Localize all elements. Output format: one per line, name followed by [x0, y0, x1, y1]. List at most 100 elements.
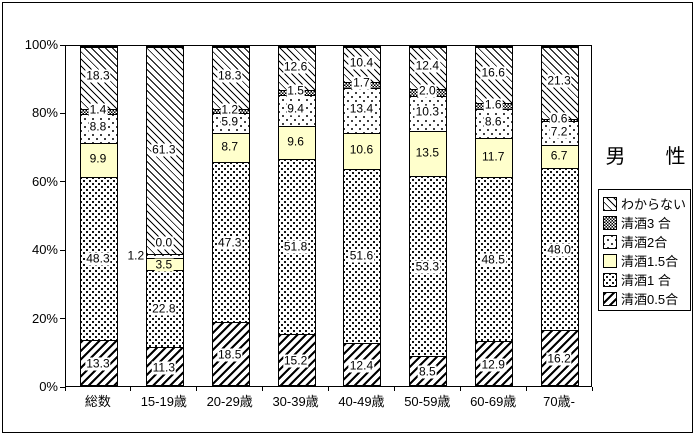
x-axis-tick [393, 387, 395, 391]
y-axis-tick [60, 318, 65, 320]
x-axis-tick [64, 387, 66, 391]
legend-swatch-dots-light-icon [603, 234, 617, 249]
bar-segment [212, 322, 249, 385]
bar-segment [542, 121, 579, 146]
bar-segment [212, 132, 249, 163]
x-axis-tick [196, 387, 198, 391]
x-axis-tick [262, 387, 264, 391]
bar-segment [344, 82, 381, 88]
bar-segment [146, 346, 183, 385]
x-axis-category-label: 20-29歳 [206, 394, 253, 409]
x-axis-category-label: 60-69歳 [470, 394, 517, 409]
bar-segment [146, 47, 183, 254]
bar-segment [476, 103, 513, 109]
bar-segment [146, 258, 183, 270]
bar-segment [80, 143, 117, 177]
bar-segment [212, 162, 249, 323]
legend-swatch-checker-dark-icon [603, 215, 617, 230]
legend-item-label: 清酒3 合 [621, 216, 671, 231]
bar [277, 46, 316, 386]
bar [145, 46, 184, 386]
bar-segment [410, 356, 447, 385]
bar-segment [542, 119, 579, 122]
y-axis-tick [60, 112, 65, 114]
bar-segment [146, 254, 183, 259]
bar-segment [344, 87, 381, 134]
legend-item: 清酒2合 [603, 232, 690, 251]
bar-segment [542, 145, 579, 169]
legend: わからない清酒3 合清酒2合清酒1.5合 清酒1 合清酒0.5合 [598, 189, 691, 311]
bar-segment [278, 47, 315, 90]
bar-segment [146, 269, 183, 347]
bar [211, 46, 250, 386]
bar-segment [212, 108, 249, 113]
y-axis-tick [60, 386, 65, 388]
bar-segment [476, 137, 513, 178]
legend-item-label: 清酒1 合 [621, 273, 671, 288]
bar-segment [278, 94, 315, 127]
bar-segment [410, 130, 447, 177]
legend-item-label: 清酒2合 [621, 235, 668, 250]
y-axis-tick-label: 100% [24, 37, 58, 52]
bar-segment [476, 177, 513, 342]
x-axis-category-label: 70歳- [543, 394, 575, 409]
bar [343, 46, 382, 386]
legend-swatch-hatch-light-icon [603, 196, 617, 211]
bar-segment [344, 133, 381, 169]
x-axis-category-label: 15-19歳 [140, 394, 187, 409]
y-axis-tick [60, 181, 65, 183]
bar-segment [410, 176, 447, 357]
legend-swatch-solid-cream-icon [603, 253, 617, 268]
legend-item: 清酒0.5合 [603, 289, 690, 308]
bar-segment [542, 168, 579, 331]
x-axis-category-label: 総数 [84, 394, 111, 409]
bar-segment [80, 176, 117, 341]
bar-segment [80, 47, 117, 109]
legend-item: わからない [603, 194, 690, 213]
bar-segment [344, 168, 381, 344]
legend-swatch-hatch-heavy-icon [603, 291, 617, 306]
x-axis-category-label: 30-39歳 [272, 394, 319, 409]
bar-segment [212, 47, 249, 109]
bar-segment [476, 47, 513, 104]
chart-border-frame [2, 2, 693, 433]
y-axis-tick-label: 60% [31, 173, 58, 189]
y-axis-tick-label: 20% [31, 310, 58, 326]
bar-segment [410, 47, 447, 89]
y-axis-tick-label: 0% [39, 379, 58, 394]
bar-segment [476, 108, 513, 138]
bar [409, 46, 448, 386]
legend-swatch-dots-med-icon [603, 272, 617, 287]
y-axis-tick-label: 40% [31, 242, 58, 258]
x-axis-category-label: 50-59歳 [404, 394, 451, 409]
legend-item-label: わからない [621, 197, 687, 212]
bar [541, 46, 580, 386]
x-axis-tick [459, 387, 461, 391]
bar-segment [278, 89, 315, 95]
x-axis-tick [130, 387, 132, 391]
x-axis-category-label: 40-49歳 [338, 394, 385, 409]
bar-segment [542, 330, 579, 385]
bar-segment [410, 88, 447, 96]
bar [475, 46, 514, 386]
bar-segment [542, 47, 579, 119]
legend-item: 清酒3 合 [603, 213, 690, 232]
y-axis-tick-label: 80% [31, 105, 58, 121]
y-axis-tick [60, 44, 65, 46]
plot-area [65, 45, 592, 387]
bar-segment [278, 333, 315, 385]
x-axis-tick [591, 387, 593, 391]
bar-segment [476, 341, 513, 385]
bar-segment [80, 113, 117, 144]
x-axis-tick [328, 387, 329, 391]
legend-item-label: 清酒1.5合 [621, 254, 679, 269]
bar-segment [278, 158, 315, 334]
bar-segment [344, 47, 381, 83]
bar-segment [344, 343, 381, 385]
legend-item: 清酒1 合 [603, 270, 690, 289]
y-axis-tick [60, 249, 65, 251]
bar-segment [278, 126, 315, 159]
bar-segment [410, 95, 447, 131]
chart-title: 男 性 [605, 146, 686, 168]
